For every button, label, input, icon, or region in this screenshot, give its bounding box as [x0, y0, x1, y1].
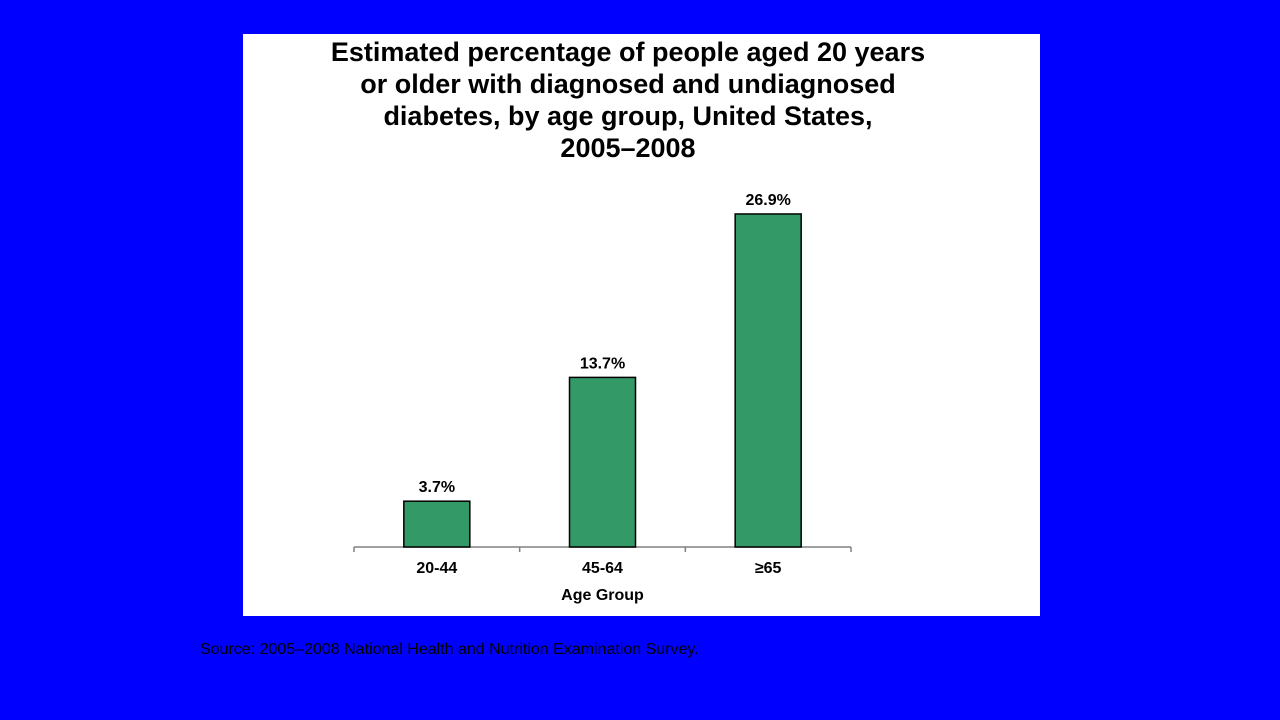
data-label: 26.9% — [745, 192, 790, 209]
chart-title-line-1: Estimated percentage of people aged 20 y… — [330, 37, 926, 67]
bar — [568, 376, 637, 548]
chart-title-line-3: diabetes, by age group, United States, — [383, 101, 873, 131]
data-label: 3.7% — [419, 479, 455, 496]
bar-chart: 3.7% 20-44 13.7% 45-64 26.9% ≥65 Age Group — [353, 192, 852, 604]
x-axis-label: Age Group — [561, 587, 644, 604]
x-tick-label: 45-64 — [582, 560, 623, 577]
data-label: 13.7% — [580, 355, 625, 372]
chart-title-line-2: or older with diagnosed and undiagnosed — [360, 69, 896, 99]
x-tick-label: 20-44 — [416, 560, 457, 577]
bar — [403, 500, 471, 548]
chart-panel: Estimated percentage of people aged 20 y… — [243, 34, 1040, 616]
source-note: Source: 2005–2008 National Health and Nu… — [200, 641, 699, 658]
bar — [734, 213, 802, 548]
x-tick-label: ≥65 — [755, 560, 782, 577]
chart-title: Estimated percentage of people aged 20 y… — [243, 36, 1013, 164]
chart-title-line-4: 2005–2008 — [560, 133, 696, 163]
